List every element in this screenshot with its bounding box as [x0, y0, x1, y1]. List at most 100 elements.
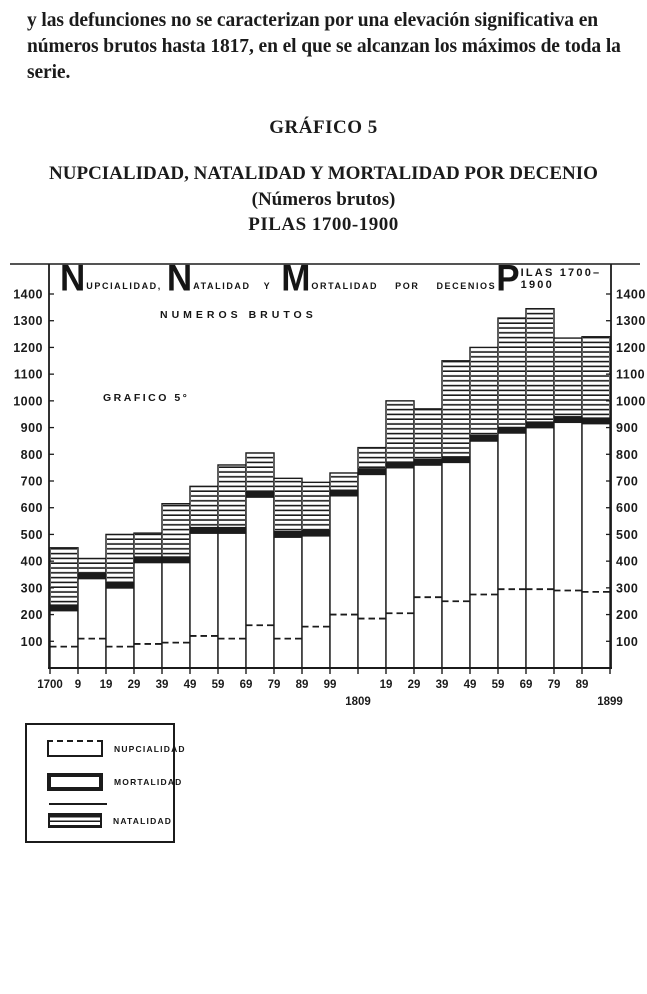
y-axis-label-right: 1300	[616, 314, 646, 328]
y-axis-label-right: 1200	[616, 341, 646, 355]
y-axis-label-left: 1200	[13, 341, 43, 355]
decade-bar-1710-19	[77, 557, 107, 669]
y-axis-label-left: 700	[21, 475, 43, 489]
mortalidad-band	[106, 581, 134, 589]
x-axis-label: 69	[240, 679, 253, 691]
natalidad-hatch	[79, 558, 105, 576]
thin-line-swatch-icon	[49, 803, 107, 805]
decade-bar-1870-79	[525, 307, 555, 669]
mortalidad-band	[470, 434, 498, 442]
decade-bar-1790-99	[301, 481, 331, 669]
x-axis-label: 1809	[345, 696, 371, 708]
x-axis-label: 99	[324, 679, 337, 691]
decade-bar-1750-59	[189, 485, 219, 669]
body-paragraph: y las defunciones no se caracterizan por…	[27, 10, 621, 83]
x-axis-label: 59	[212, 679, 225, 691]
y-axis-label-left: 400	[21, 555, 43, 569]
y-axis-label-left: 1000	[13, 394, 43, 408]
x-axis-label: 29	[408, 679, 421, 691]
y-axis-label-right: 1100	[616, 368, 645, 382]
mortalidad-band	[554, 416, 582, 424]
y-axis-label-left: 600	[21, 501, 43, 515]
y-axis-label-right: 100	[616, 635, 638, 649]
x-axis-label: 49	[464, 679, 477, 691]
natalidad-hatch	[107, 534, 133, 586]
y-axis-label-left: 1300	[13, 314, 43, 328]
decade-bar-1850-59	[469, 346, 499, 669]
mortalidad-band	[134, 556, 162, 564]
natalidad-hatch	[471, 347, 497, 439]
legend-item-natalidad: NATALIDAD	[48, 813, 172, 828]
decade-bar-1830-39	[413, 408, 443, 669]
decade-bar-1890-99	[581, 336, 611, 669]
chart-inner-grafico-label: GRAFICO 5°	[103, 392, 190, 404]
x-axis-label: 9	[75, 679, 81, 691]
x-axis-label: 89	[296, 679, 309, 691]
chart-legend-box: NUPCIALIDAD MORTALIDAD NATALIDAD	[25, 723, 185, 843]
natalidad-hatch	[219, 464, 245, 531]
mortalidad-band	[78, 572, 106, 580]
bar-chart: 100 100 200 200 300 300 400 400 500 500 600 600 700 7…	[10, 263, 646, 708]
x-axis-label: 1899	[597, 696, 623, 708]
y-axis-label-right: 1000	[616, 394, 646, 408]
decade-bar-1840-49	[441, 360, 471, 669]
natalidad-hatch	[135, 533, 161, 560]
x-axis-label: 39	[436, 679, 449, 691]
y-axis-label-right: 1400	[616, 288, 646, 302]
decade-bar-1730-39	[133, 532, 163, 669]
decade-bar-1820-29	[385, 400, 415, 669]
decade-bar-1880-89	[553, 337, 583, 669]
decade-bar-1770-79	[245, 452, 275, 669]
mortalidad-band	[190, 526, 218, 534]
natalidad-hatch	[555, 338, 581, 420]
natalidad-hatch	[191, 486, 217, 531]
mortalidad-band	[162, 556, 190, 564]
y-axis-label-right: 200	[616, 608, 638, 622]
natalidad-hatch	[275, 478, 301, 535]
natalidad-hatch	[443, 360, 469, 460]
legend-item-nupcialidad: NUPCIALIDAD	[47, 740, 186, 757]
mortalidad-band	[302, 529, 330, 537]
natalidad-hatch	[303, 482, 329, 534]
y-axis-label-left: 1100	[14, 368, 43, 382]
figure-label: GRÁFICO 5	[269, 117, 378, 138]
y-axis-label-right: 900	[616, 421, 638, 435]
legend-item-mortalidad: MORTALIDAD	[47, 773, 183, 791]
y-axis-label-left: 200	[21, 608, 43, 622]
y-axis-label-right: 500	[616, 528, 638, 542]
legend-label: MORTALIDAD	[114, 777, 183, 787]
mortalidad-band	[330, 489, 358, 497]
natalidad-hatch	[247, 452, 273, 495]
y-axis-label-right: 400	[616, 555, 638, 569]
x-axis-label: 19	[100, 679, 113, 691]
y-axis-label-left: 800	[21, 448, 43, 462]
natalidad-hatch	[51, 547, 77, 608]
natalidad-hatch	[359, 447, 385, 472]
figure-place-range: PILAS 1700-1900	[248, 214, 399, 235]
y-axis-label-right: 600	[616, 501, 638, 515]
decade-bar-1780-89	[273, 477, 303, 669]
y-axis-label-left: 500	[21, 528, 43, 542]
x-axis-label: 79	[548, 679, 561, 691]
figure-subtitle: (Números brutos)	[251, 189, 396, 210]
x-axis-label: 79	[268, 679, 281, 691]
decade-bar-1700-09	[49, 547, 79, 669]
mortalidad-band	[498, 426, 526, 434]
mortalidad-band-swatch-icon	[47, 773, 103, 791]
decade-bar-1860-69	[497, 317, 527, 669]
x-axis-label: 1700	[37, 679, 63, 691]
natalidad-hatched-swatch-icon	[48, 813, 102, 828]
chart-inner-subtitle: NUMEROS BRUTOS	[160, 309, 317, 321]
mortalidad-band	[526, 421, 554, 429]
natalidad-hatch	[415, 408, 441, 463]
mortalidad-band	[218, 526, 246, 534]
mortalidad-band	[50, 604, 78, 612]
y-axis-label-left: 300	[21, 581, 43, 595]
decade-bar-1740-49	[161, 503, 191, 669]
legend-divider-line	[49, 803, 107, 805]
mortalidad-band	[414, 458, 442, 466]
y-axis-label-right: 700	[616, 475, 638, 489]
decade-bar-1810-19	[357, 446, 387, 669]
y-axis-label-right: 800	[616, 448, 638, 462]
